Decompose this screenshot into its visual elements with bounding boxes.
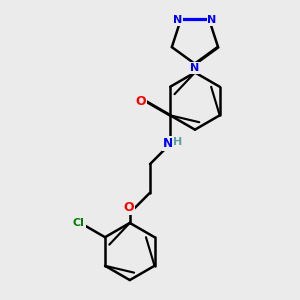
Text: N: N [190,63,200,73]
Text: Cl: Cl [73,218,85,228]
Text: O: O [135,94,146,108]
Text: H: H [173,137,182,148]
Text: N: N [208,15,217,25]
Text: N: N [163,137,173,150]
Text: N: N [173,15,182,25]
Text: O: O [123,201,134,214]
